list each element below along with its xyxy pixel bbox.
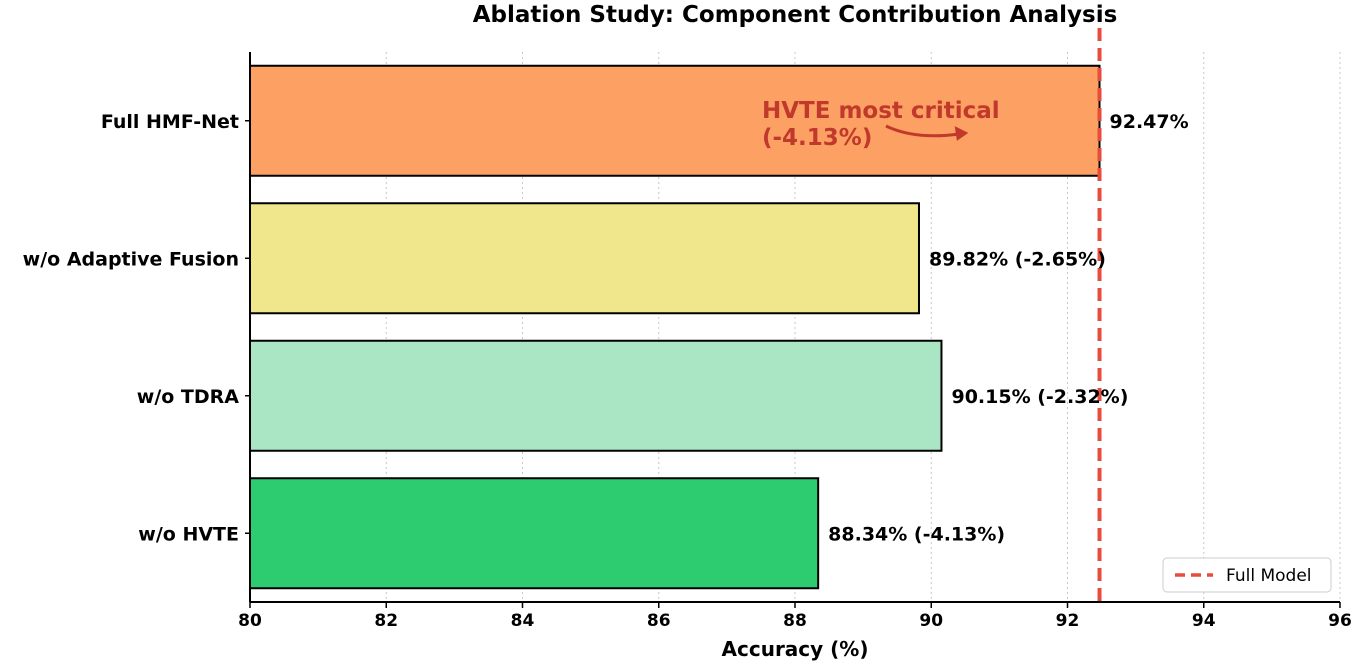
annotation-arrowhead <box>954 126 969 141</box>
x-tick-label: 94 <box>1192 611 1216 631</box>
bar-full-hmf-net <box>249 64 1101 177</box>
x-axis-label: Accuracy (%) <box>722 637 869 661</box>
annotation-line-2: (-4.13%) <box>762 125 872 151</box>
legend-box <box>1162 557 1332 593</box>
x-tick-label: 92 <box>1056 611 1080 631</box>
data-label: 88.34% (-4.13%) <box>828 523 1005 545</box>
y-tick-label: w/o HVTE <box>138 523 239 545</box>
bar-w-o-hvte <box>249 477 820 590</box>
y-tick-label: w/o TDRA <box>137 386 240 408</box>
chart-title: Ablation Study: Component Contribution A… <box>473 2 1118 28</box>
y-tick-label: w/o Adaptive Fusion <box>23 248 239 270</box>
data-labels: 92.47% 89.82% (-2.65%) 90.15% (-2.32%) 88.3… <box>828 111 1188 546</box>
bar-w-o-adaptive-fusion <box>249 202 920 315</box>
data-label: 92.47% <box>1110 111 1189 133</box>
legend-label-full-model: Full Model <box>1226 566 1312 586</box>
annotation: HVTE most critical(-4.13%) <box>762 98 1000 151</box>
x-tick-label: 86 <box>647 611 671 631</box>
y-tick-label: Full HMF-Net <box>101 111 239 133</box>
annotation-arrow <box>885 124 960 138</box>
x-tick-label: 96 <box>1328 611 1352 631</box>
bar-w-o-tdra <box>249 339 943 452</box>
bars <box>249 64 1101 590</box>
x-tick-label: 88 <box>783 611 807 631</box>
data-label: 89.82% (-2.65%) <box>929 248 1106 270</box>
x-tick-label: 84 <box>511 611 535 631</box>
legend: Full Model <box>1162 557 1332 593</box>
x-tick-label: 80 <box>238 611 262 631</box>
axes: Full HMF-Net w/o Adaptive Fusion w/o TDRA w… <box>23 52 1352 631</box>
x-tick-label: 90 <box>919 611 943 631</box>
x-tick-label: 82 <box>374 611 398 631</box>
data-label: 90.15% (-2.32%) <box>951 386 1128 408</box>
annotation-line-1: HVTE most critical <box>762 98 1000 124</box>
